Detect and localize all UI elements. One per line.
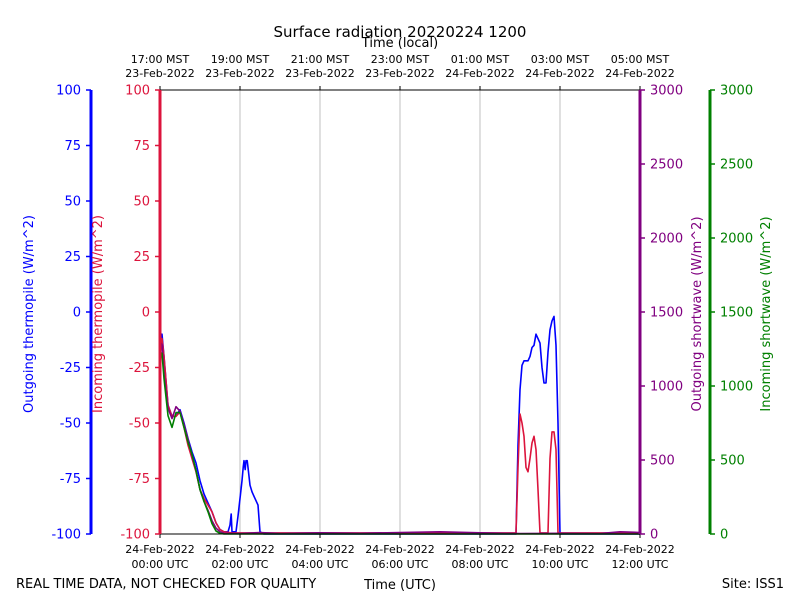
y-tick-label: 0	[73, 306, 81, 321]
y-tick-label: 75	[64, 139, 81, 154]
top-tick-date-label: 24-Feb-2022	[525, 67, 594, 80]
x-tick-date-label: 24-Feb-2022	[285, 543, 354, 556]
y-axis-label-out_sw: Outgoing shortwave (W/m^2)	[690, 216, 705, 411]
y-tick-label: 0	[720, 528, 728, 543]
x-tick-time-label: 08:00 UTC	[451, 558, 508, 571]
y-tick-label: 1500	[650, 306, 683, 321]
top-tick-time-label: 23:00 MST	[371, 53, 430, 66]
y-axis-label-in_sw: Incoming shortwave (W/m^2)	[759, 216, 774, 411]
y-tick-label: 500	[720, 454, 745, 469]
x-tick-time-label: 12:00 UTC	[611, 558, 668, 571]
x-tick-time-label: 00:00 UTC	[131, 558, 188, 571]
y-tick-label: -25	[129, 361, 150, 376]
top-tick-date-label: 23-Feb-2022	[285, 67, 354, 80]
y-tick-label: 2000	[650, 232, 683, 247]
y-tick-label: -100	[51, 528, 81, 543]
top-tick-time-label: 01:00 MST	[451, 53, 510, 66]
axes: 24-Feb-2022 00:00 UTC 24-Feb-2022 02:00 UTC…	[22, 53, 774, 571]
x-tick-date-label: 24-Feb-2022	[445, 543, 514, 556]
top-tick-time-label: 21:00 MST	[291, 53, 350, 66]
top-tick-time-label: 03:00 MST	[531, 53, 590, 66]
top-tick-time-label: 05:00 MST	[611, 53, 670, 66]
x-tick-time-label: 06:00 UTC	[371, 558, 428, 571]
y-tick-label: 2500	[720, 158, 753, 173]
x-tick-date-label: 24-Feb-2022	[125, 543, 194, 556]
x-tick-time-label: 04:00 UTC	[291, 558, 348, 571]
top-axis-label: Time (local)	[361, 36, 438, 51]
y-tick-label: 100	[56, 84, 81, 99]
y-tick-label: 50	[64, 195, 81, 210]
x-axis-label: Time (UTC)	[363, 578, 436, 593]
y-tick-label: 1000	[720, 380, 753, 395]
y-tick-label: 100	[125, 84, 150, 99]
x-tick-time-label: 02:00 UTC	[211, 558, 268, 571]
plot-area	[159, 315, 641, 535]
x-tick-date-label: 24-Feb-2022	[205, 543, 274, 556]
y-axis-label-in_thermo: Incoming thermopile (W/m^2)	[91, 215, 106, 413]
y-tick-label: 2500	[650, 158, 683, 173]
x-tick-date-label: 24-Feb-2022	[365, 543, 434, 556]
y-tick-label: 25	[133, 250, 150, 265]
chart-title: Surface radiation 20220224 1200	[274, 23, 527, 41]
y-tick-label: 75	[133, 139, 150, 154]
y-axis-label-out_thermo: Outgoing thermopile (W/m^2)	[22, 215, 37, 413]
top-tick-date-label: 23-Feb-2022	[125, 67, 194, 80]
y-tick-label: 500	[650, 454, 675, 469]
y-tick-label: -50	[129, 417, 150, 432]
top-tick-date-label: 24-Feb-2022	[605, 67, 674, 80]
y-tick-label: 1500	[720, 306, 753, 321]
footer-site-label: Site: ISS1	[722, 577, 784, 592]
top-tick-date-label: 24-Feb-2022	[445, 67, 514, 80]
series-line-in_sw	[159, 351, 640, 535]
series-line-out_sw	[159, 341, 641, 535]
y-tick-label: 1000	[650, 380, 683, 395]
x-tick-time-label: 10:00 UTC	[531, 558, 588, 571]
y-tick-label: 3000	[720, 84, 753, 99]
grid-lines	[239, 90, 561, 534]
series-line-out_thermo	[159, 315, 640, 535]
y-tick-label: 2000	[720, 232, 753, 247]
y-tick-label: 25	[64, 250, 81, 265]
y-tick-label: -50	[60, 417, 81, 432]
y-tick-label: -25	[60, 361, 81, 376]
y-tick-label: 0	[650, 528, 658, 543]
top-tick-date-label: 23-Feb-2022	[205, 67, 274, 80]
y-tick-label: -75	[60, 472, 81, 487]
top-tick-date-label: 23-Feb-2022	[365, 67, 434, 80]
y-tick-label: 3000	[650, 84, 683, 99]
x-tick-date-label: 24-Feb-2022	[525, 543, 594, 556]
top-tick-time-label: 19:00 MST	[211, 53, 270, 66]
x-tick-date-label: 24-Feb-2022	[605, 543, 674, 556]
top-tick-time-label: 17:00 MST	[131, 53, 190, 66]
y-tick-label: 50	[133, 195, 150, 210]
y-tick-label: 0	[142, 306, 150, 321]
y-tick-label: -100	[120, 528, 150, 543]
footer-left-note: REAL TIME DATA, NOT CHECKED FOR QUALITY	[16, 577, 316, 592]
y-tick-label: -75	[129, 472, 150, 487]
